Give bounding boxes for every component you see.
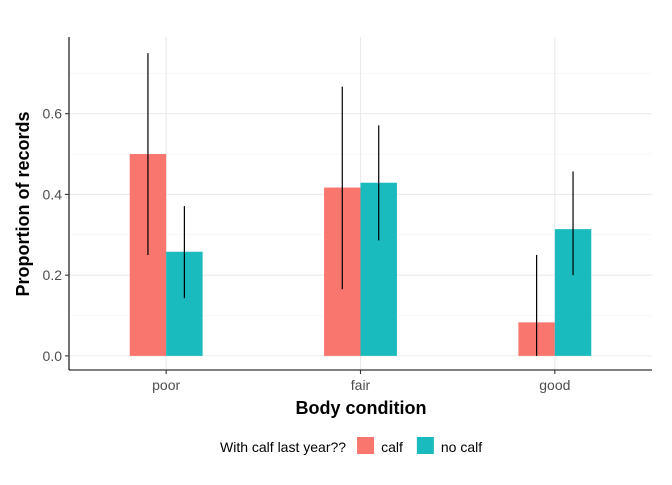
legend-key-calf [357, 437, 375, 454]
x-tick-label: fair [351, 377, 371, 393]
axis-layer: 0.0 0.2 0.4 0.6 poor fair good [43, 37, 652, 393]
y-tick-label: 0.0 [43, 348, 63, 364]
legend-key-no-calf [416, 437, 434, 454]
legend-label: no calf [441, 439, 482, 455]
error-bar-layer [147, 53, 574, 356]
x-tick-label: good [539, 377, 570, 393]
x-axis-title: Body condition [296, 398, 427, 418]
y-axis-title: Proportion of records [13, 111, 33, 296]
legend: With calf last year?? calf no calf [220, 437, 482, 455]
y-tick-label: 0.6 [43, 106, 63, 122]
legend-label: calf [381, 439, 403, 455]
y-tick-label: 0.2 [43, 267, 63, 283]
legend-title: With calf last year?? [220, 439, 346, 455]
y-tick-label: 0.4 [43, 186, 63, 202]
bar-layer [129, 154, 592, 356]
x-tick-label: poor [152, 377, 180, 393]
